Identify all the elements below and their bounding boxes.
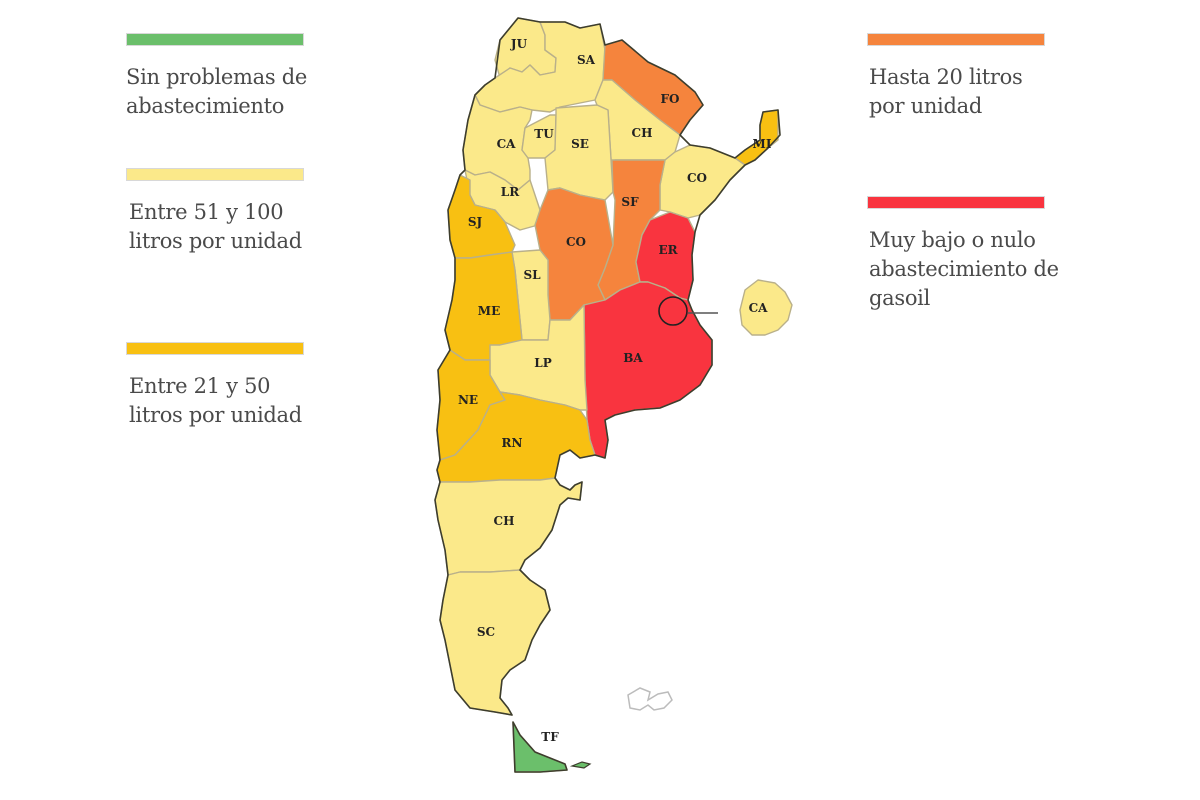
label-er: ER: [658, 243, 678, 257]
legend-item-51-100: Entre 51 y 100 litros por unidad: [126, 168, 304, 256]
legend-label-line: por unidad: [869, 94, 982, 118]
label-me: ME: [478, 304, 500, 318]
province-santa-cruz[interactable]: [439, 569, 551, 716]
legend-label-line: Hasta 20 litros: [869, 65, 1023, 89]
label-ba: BA: [623, 351, 643, 365]
legend-label-line: abastecimiento de: [869, 257, 1059, 281]
tierra-del-fuego-outline: [512, 721, 568, 773]
legend-swatch-light-yellow: [126, 168, 304, 181]
legend-label-line: Sin problemas de: [126, 65, 307, 89]
malvinas-islands-outline: [627, 687, 673, 711]
province-tierra-del-fuego[interactable]: [512, 721, 568, 773]
label-tu: TU: [534, 127, 554, 141]
legend-swatch-red: [867, 196, 1045, 209]
legend-swatch-orange: [867, 33, 1045, 46]
legend-label-line: litros por unidad: [129, 229, 302, 253]
label-ne: NE: [458, 393, 478, 407]
legend-item-no-problems: Sin problemas de abastecimiento: [126, 33, 307, 121]
label-lr: LR: [501, 185, 520, 199]
label-sa: SA: [577, 53, 596, 67]
legend-label-line: litros por unidad: [129, 403, 302, 427]
label-ju: JU: [510, 37, 528, 51]
label-rn: RN: [502, 436, 523, 450]
legend-item-upto-20: Hasta 20 litros por unidad: [867, 33, 1045, 121]
label-co-corrientes: CO: [687, 171, 707, 185]
label-sc: SC: [477, 625, 495, 639]
label-mi: MI: [753, 137, 772, 151]
label-fo: FO: [661, 92, 680, 106]
label-ch: CH: [632, 126, 653, 140]
legend-label: Hasta 20 litros por unidad: [869, 63, 1045, 121]
legend-label: Muy bajo o nulo abastecimiento de gasoil: [869, 226, 1059, 313]
label-ch-chubut: CH: [494, 514, 515, 528]
legend-label-line: Entre 21 y 50: [129, 374, 271, 398]
island-shape: [569, 761, 592, 769]
label-tf: TF: [541, 730, 559, 744]
label-se: SE: [571, 137, 589, 151]
country-outline: [434, 17, 781, 716]
label-sl: SL: [523, 268, 541, 282]
legend-label: Entre 51 y 100 litros por unidad: [129, 198, 304, 256]
legend-label-line: Entre 51 y 100: [129, 200, 284, 224]
legend-item-very-low: Muy bajo o nulo abastecimiento de gasoil: [867, 196, 1059, 313]
province-buenos-aires[interactable]: [583, 281, 713, 459]
legend-label-line: gasoil: [869, 286, 931, 310]
label-sf: SF: [621, 195, 639, 209]
legend-item-21-50: Entre 21 y 50 litros por unidad: [126, 342, 304, 430]
label-ca: CA: [497, 137, 517, 151]
caba-zoom-circle: [658, 296, 688, 326]
legend-label-line: abastecimiento: [126, 94, 285, 118]
label-co-cordoba: CO: [566, 235, 586, 249]
province-caba-inset[interactable]: [739, 279, 793, 336]
label-lp: LP: [534, 356, 551, 370]
label-ca-inset: CA: [749, 301, 769, 315]
province-santiago-del-estero[interactable]: [544, 104, 614, 201]
legend-swatch-amber: [126, 342, 304, 355]
label-sj: SJ: [468, 215, 483, 229]
legend-label: Sin problemas de abastecimiento: [126, 63, 307, 121]
legend-swatch-green: [126, 33, 304, 46]
legend-label-line: Muy bajo o nulo: [869, 228, 1036, 252]
legend-label: Entre 21 y 50 litros por unidad: [129, 372, 304, 430]
